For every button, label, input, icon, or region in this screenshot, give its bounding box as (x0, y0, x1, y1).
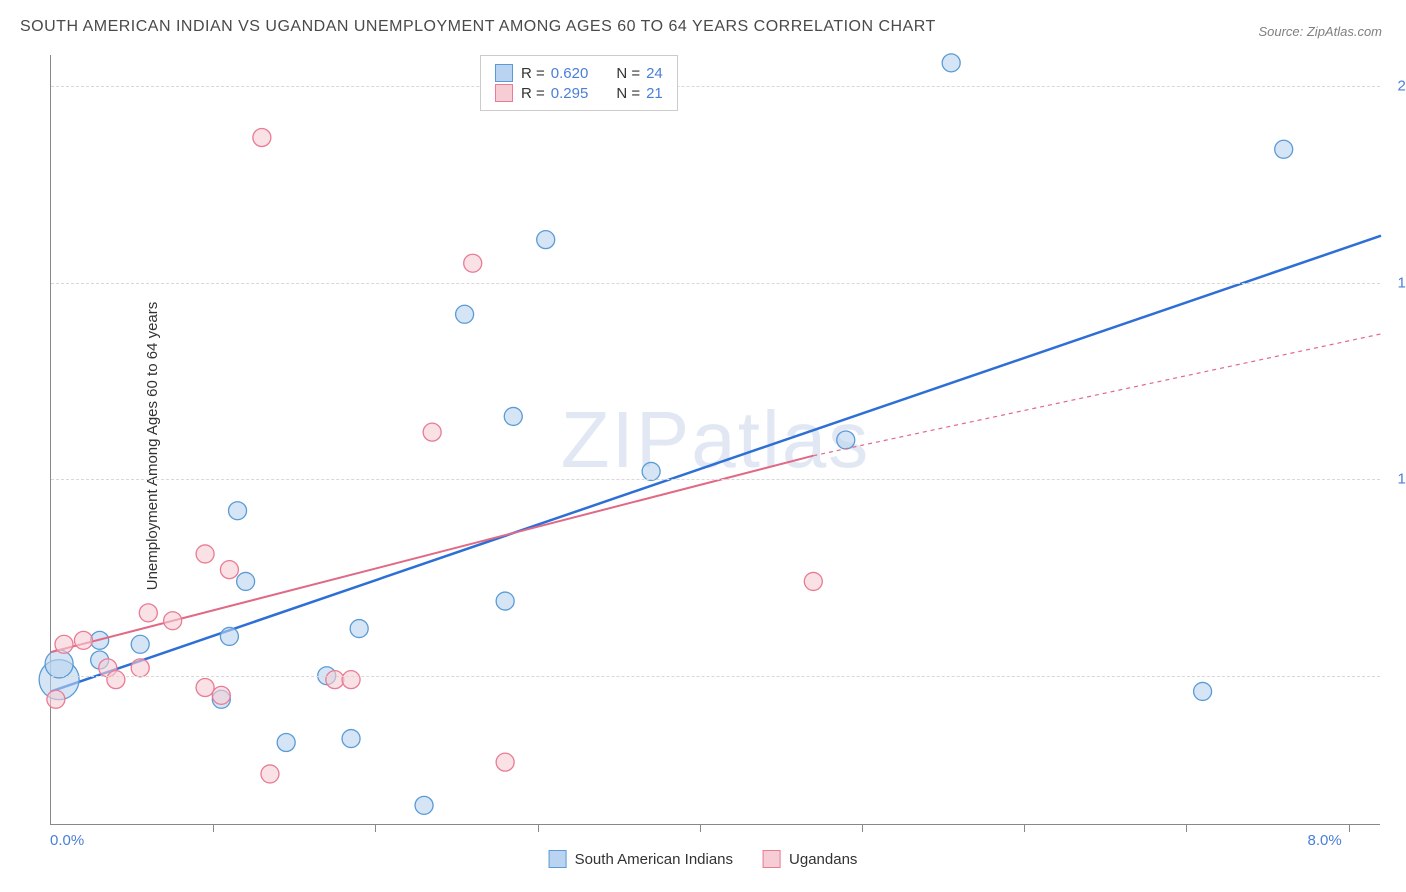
scatter-point (642, 462, 660, 480)
scatter-point (1194, 682, 1212, 700)
scatter-point (350, 620, 368, 638)
scatter-point (277, 734, 295, 752)
correlation-legend: R =0.620 N =24 R =0.295 N =21 (480, 55, 678, 111)
legend-n: N =21 (616, 85, 662, 102)
scatter-point (212, 686, 230, 704)
x-tick (700, 824, 701, 832)
regression-line-extrapolated (813, 334, 1381, 456)
scatter-point (423, 423, 441, 441)
legend-n: N =24 (616, 65, 662, 82)
chart-title: SOUTH AMERICAN INDIAN VS UGANDAN UNEMPLO… (20, 18, 936, 36)
source-attribution: Source: ZipAtlas.com (1258, 24, 1382, 39)
scatter-point (237, 572, 255, 590)
y-tick-label: 20.0% (1397, 78, 1406, 95)
x-tick (538, 824, 539, 832)
scatter-point (220, 561, 238, 579)
scatter-point (496, 753, 514, 771)
gridline (51, 479, 1380, 480)
scatter-point (496, 592, 514, 610)
series-legend-item: Ugandans (763, 850, 857, 868)
series-legend-label: South American Indians (575, 851, 733, 868)
scatter-point (220, 627, 238, 645)
scatter-point (837, 431, 855, 449)
legend-swatch (495, 64, 513, 82)
scatter-svg (51, 55, 1380, 824)
regression-line (51, 236, 1381, 692)
scatter-point (1275, 140, 1293, 158)
x-tick-label: 8.0% (1308, 832, 1342, 849)
legend-swatch (549, 850, 567, 868)
legend-row: R =0.295 N =21 (495, 84, 663, 102)
scatter-point (342, 730, 360, 748)
legend-r: R =0.620 (521, 65, 588, 82)
scatter-point (131, 659, 149, 677)
scatter-point (196, 545, 214, 563)
scatter-point (261, 765, 279, 783)
x-tick (862, 824, 863, 832)
x-tick (213, 824, 214, 832)
legend-row: R =0.620 N =24 (495, 64, 663, 82)
scatter-point (537, 231, 555, 249)
legend-swatch (495, 84, 513, 102)
legend-swatch (763, 850, 781, 868)
scatter-point (196, 679, 214, 697)
scatter-point (131, 635, 149, 653)
legend-r: R =0.295 (521, 85, 588, 102)
plot-area: ZIPatlas 5.0%10.0%15.0%20.0% (50, 55, 1380, 825)
scatter-point (326, 671, 344, 689)
scatter-point (464, 254, 482, 272)
scatter-point (139, 604, 157, 622)
x-tick (1024, 824, 1025, 832)
series-legend-item: South American Indians (549, 850, 733, 868)
scatter-point (55, 635, 73, 653)
scatter-point (164, 612, 182, 630)
scatter-point (253, 129, 271, 147)
scatter-point (107, 671, 125, 689)
gridline (51, 86, 1380, 87)
series-legend-label: Ugandans (789, 851, 857, 868)
y-tick-label: 15.0% (1397, 274, 1406, 291)
scatter-point (45, 650, 73, 678)
series-legend: South American Indians Ugandans (549, 850, 858, 868)
scatter-point (47, 690, 65, 708)
scatter-point (942, 54, 960, 72)
x-tick (375, 824, 376, 832)
scatter-point (456, 305, 474, 323)
x-tick-label: 0.0% (50, 832, 84, 849)
gridline (51, 676, 1380, 677)
y-tick-label: 10.0% (1397, 471, 1406, 488)
gridline (51, 283, 1380, 284)
x-tick (1349, 824, 1350, 832)
scatter-point (74, 631, 92, 649)
scatter-point (229, 502, 247, 520)
scatter-point (342, 671, 360, 689)
scatter-point (804, 572, 822, 590)
x-tick (1186, 824, 1187, 832)
scatter-point (415, 796, 433, 814)
scatter-point (504, 407, 522, 425)
